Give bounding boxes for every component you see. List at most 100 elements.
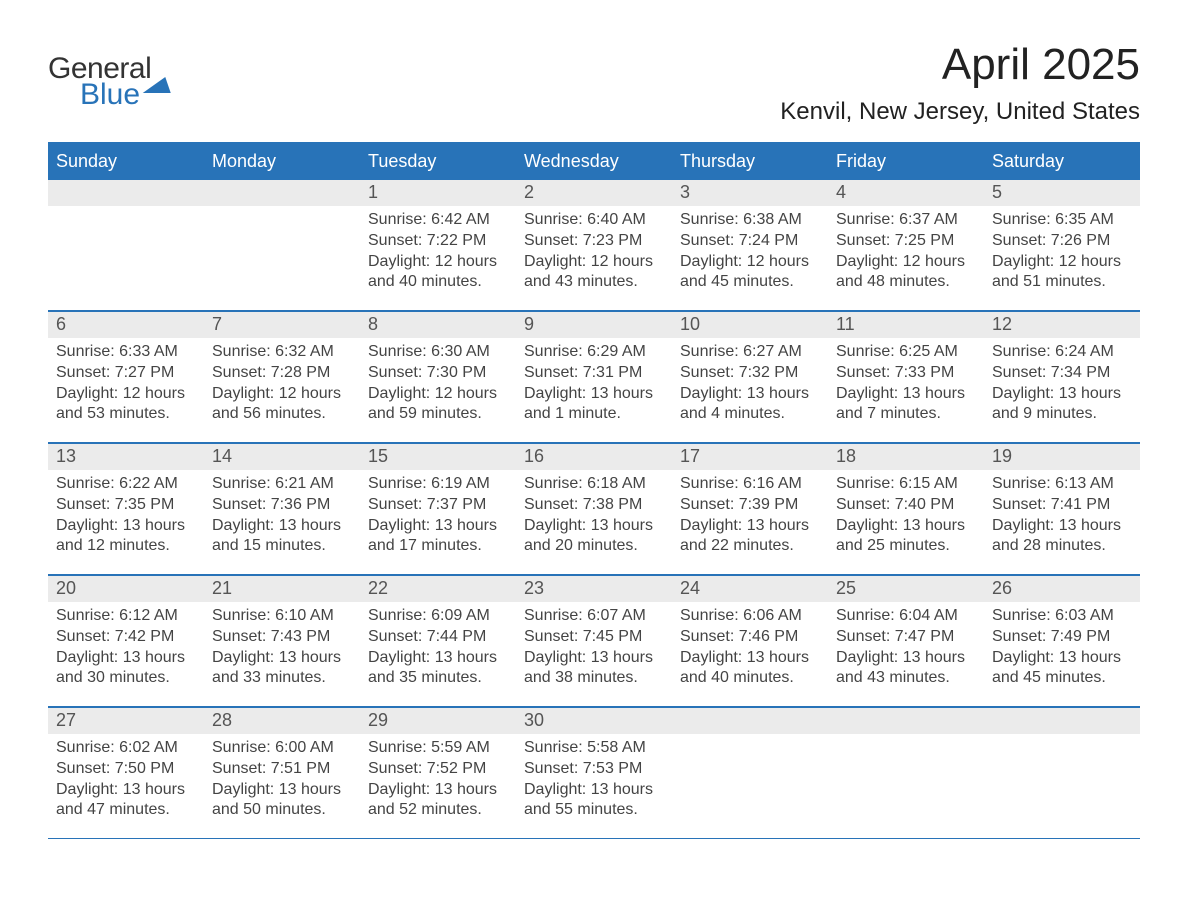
sunrise-line: Sunrise: 6:13 AM (992, 474, 1132, 495)
calendar-day: 23 Sunrise: 6:07 AMSunset: 7:45 PMDayligh… (516, 576, 672, 706)
sunrise-line: Sunrise: 6:12 AM (56, 606, 196, 627)
day-details: Sunrise: 6:19 AMSunset: 7:37 PMDaylight:… (360, 470, 516, 567)
daylight-line: Daylight: 13 hours and 7 minutes. (836, 384, 976, 426)
sunset-line: Sunset: 7:41 PM (992, 495, 1132, 516)
day-number: 7 (204, 312, 360, 338)
sunrise-line: Sunrise: 6:06 AM (680, 606, 820, 627)
day-number: 24 (672, 576, 828, 602)
sunset-line: Sunset: 7:25 PM (836, 231, 976, 252)
calendar-day: 25Sunrise: 6:04 AMSunset: 7:47 PMDayligh… (828, 576, 984, 706)
day-number: 5 (984, 180, 1140, 206)
sunset-line: Sunset: 7:53 PM (524, 759, 664, 780)
day-number: 22 (360, 576, 516, 602)
daylight-line: Daylight: 13 hours and 50 minutes. (212, 780, 352, 822)
calendar-day: 3Sunrise: 6:38 AMSunset: 7:24 PMDaylight… (672, 180, 828, 310)
daylight-line: Daylight: 13 hours and 20 minutes. (524, 516, 664, 558)
day-details: Sunrise: 6:32 AMSunset: 7:28 PMDaylight:… (204, 338, 360, 435)
calendar-day: 16Sunrise: 6:18 AMSunset: 7:38 PMDayligh… (516, 444, 672, 574)
day-number: 19 (984, 444, 1140, 470)
page-title: April 2025 (780, 40, 1140, 90)
weekday-header: Thursday (672, 145, 828, 180)
weekday-header: Sunday (48, 145, 204, 180)
weekday-header-row: SundayMondayTuesdayWednesdayThursdayFrid… (48, 145, 1140, 180)
sunrise-line: Sunrise: 5:58 AM (524, 738, 664, 759)
calendar-day (48, 180, 204, 310)
calendar-day: 28Sunrise: 6:00 AMSunset: 7:51 PMDayligh… (204, 708, 360, 838)
calendar-day: 26Sunrise: 6:03 AMSunset: 7:49 PMDayligh… (984, 576, 1140, 706)
day-details: Sunrise: 5:59 AMSunset: 7:52 PMDaylight:… (360, 734, 516, 831)
daylight-line: Daylight: 13 hours and 40 minutes. (680, 648, 820, 690)
sunset-line: Sunset: 7:36 PM (212, 495, 352, 516)
day-number: 8 (360, 312, 516, 338)
sunset-line: Sunset: 7:32 PM (680, 363, 820, 384)
sunrise-line: Sunrise: 6:37 AM (836, 210, 976, 231)
day-details: Sunrise: 6:40 AMSunset: 7:23 PMDaylight:… (516, 206, 672, 303)
calendar-day (672, 708, 828, 838)
location-subtitle: Kenvil, New Jersey, United States (780, 98, 1140, 126)
day-number: 23 (516, 576, 672, 602)
day-number: 27 (48, 708, 204, 734)
daylight-line: Daylight: 13 hours and 43 minutes. (836, 648, 976, 690)
day-details: Sunrise: 6:29 AMSunset: 7:31 PMDaylight:… (516, 338, 672, 435)
day-details: Sunrise: 6:38 AMSunset: 7:24 PMDaylight:… (672, 206, 828, 303)
day-number: 16 (516, 444, 672, 470)
day-details: Sunrise: 6:33 AMSunset: 7:27 PMDaylight:… (48, 338, 204, 435)
sunrise-line: Sunrise: 6:32 AM (212, 342, 352, 363)
day-number: 15 (360, 444, 516, 470)
day-details: Sunrise: 6:25 AMSunset: 7:33 PMDaylight:… (828, 338, 984, 435)
sunset-line: Sunset: 7:47 PM (836, 627, 976, 648)
day-details: Sunrise: 6:10 AMSunset: 7:43 PMDaylight:… (204, 602, 360, 699)
sunset-line: Sunset: 7:51 PM (212, 759, 352, 780)
day-details: Sunrise: 6:22 AMSunset: 7:35 PMDaylight:… (48, 470, 204, 567)
sunset-line: Sunset: 7:37 PM (368, 495, 508, 516)
daylight-line: Daylight: 13 hours and 47 minutes. (56, 780, 196, 822)
daylight-line: Daylight: 13 hours and 33 minutes. (212, 648, 352, 690)
day-details: Sunrise: 6:21 AMSunset: 7:36 PMDaylight:… (204, 470, 360, 567)
daylight-line: Daylight: 13 hours and 12 minutes. (56, 516, 196, 558)
daylight-line: Daylight: 13 hours and 45 minutes. (992, 648, 1132, 690)
calendar-day (984, 708, 1140, 838)
sunset-line: Sunset: 7:27 PM (56, 363, 196, 384)
sunrise-line: Sunrise: 6:02 AM (56, 738, 196, 759)
sunset-line: Sunset: 7:45 PM (524, 627, 664, 648)
calendar-day: 29Sunrise: 5:59 AMSunset: 7:52 PMDayligh… (360, 708, 516, 838)
daylight-line: Daylight: 12 hours and 48 minutes. (836, 252, 976, 294)
daylight-line: Daylight: 13 hours and 52 minutes. (368, 780, 508, 822)
calendar-day: 12Sunrise: 6:24 AMSunset: 7:34 PMDayligh… (984, 312, 1140, 442)
day-details: Sunrise: 6:37 AMSunset: 7:25 PMDaylight:… (828, 206, 984, 303)
sunrise-line: Sunrise: 6:16 AM (680, 474, 820, 495)
sunrise-line: Sunrise: 6:19 AM (368, 474, 508, 495)
day-details: Sunrise: 6:30 AMSunset: 7:30 PMDaylight:… (360, 338, 516, 435)
daylight-line: Daylight: 13 hours and 15 minutes. (212, 516, 352, 558)
sunset-line: Sunset: 7:46 PM (680, 627, 820, 648)
sunrise-line: Sunrise: 6:25 AM (836, 342, 976, 363)
calendar-day: 17Sunrise: 6:16 AMSunset: 7:39 PMDayligh… (672, 444, 828, 574)
sunrise-line: Sunrise: 6:07 AM (524, 606, 664, 627)
daylight-line: Daylight: 13 hours and 38 minutes. (524, 648, 664, 690)
day-number: 29 (360, 708, 516, 734)
sunrise-line: Sunrise: 6:15 AM (836, 474, 976, 495)
sunrise-line: Sunrise: 6:35 AM (992, 210, 1132, 231)
sunset-line: Sunset: 7:44 PM (368, 627, 508, 648)
sunset-line: Sunset: 7:28 PM (212, 363, 352, 384)
day-details: Sunrise: 6:03 AMSunset: 7:49 PMDaylight:… (984, 602, 1140, 699)
sunset-line: Sunset: 7:43 PM (212, 627, 352, 648)
sunrise-line: Sunrise: 6:38 AM (680, 210, 820, 231)
calendar-day: 2Sunrise: 6:40 AMSunset: 7:23 PMDaylight… (516, 180, 672, 310)
calendar-day: 4Sunrise: 6:37 AMSunset: 7:25 PMDaylight… (828, 180, 984, 310)
sunset-line: Sunset: 7:23 PM (524, 231, 664, 252)
calendar-day (828, 708, 984, 838)
daylight-line: Daylight: 13 hours and 4 minutes. (680, 384, 820, 426)
day-number: 25 (828, 576, 984, 602)
daylight-line: Daylight: 13 hours and 9 minutes. (992, 384, 1132, 426)
calendar-day: 21Sunrise: 6:10 AMSunset: 7:43 PMDayligh… (204, 576, 360, 706)
day-number: 1 (360, 180, 516, 206)
day-number: 17 (672, 444, 828, 470)
sunrise-line: Sunrise: 6:22 AM (56, 474, 196, 495)
daylight-line: Daylight: 12 hours and 45 minutes. (680, 252, 820, 294)
sunset-line: Sunset: 7:26 PM (992, 231, 1132, 252)
sunset-line: Sunset: 7:24 PM (680, 231, 820, 252)
sunset-line: Sunset: 7:39 PM (680, 495, 820, 516)
day-details: Sunrise: 6:13 AMSunset: 7:41 PMDaylight:… (984, 470, 1140, 567)
day-number (48, 180, 204, 206)
